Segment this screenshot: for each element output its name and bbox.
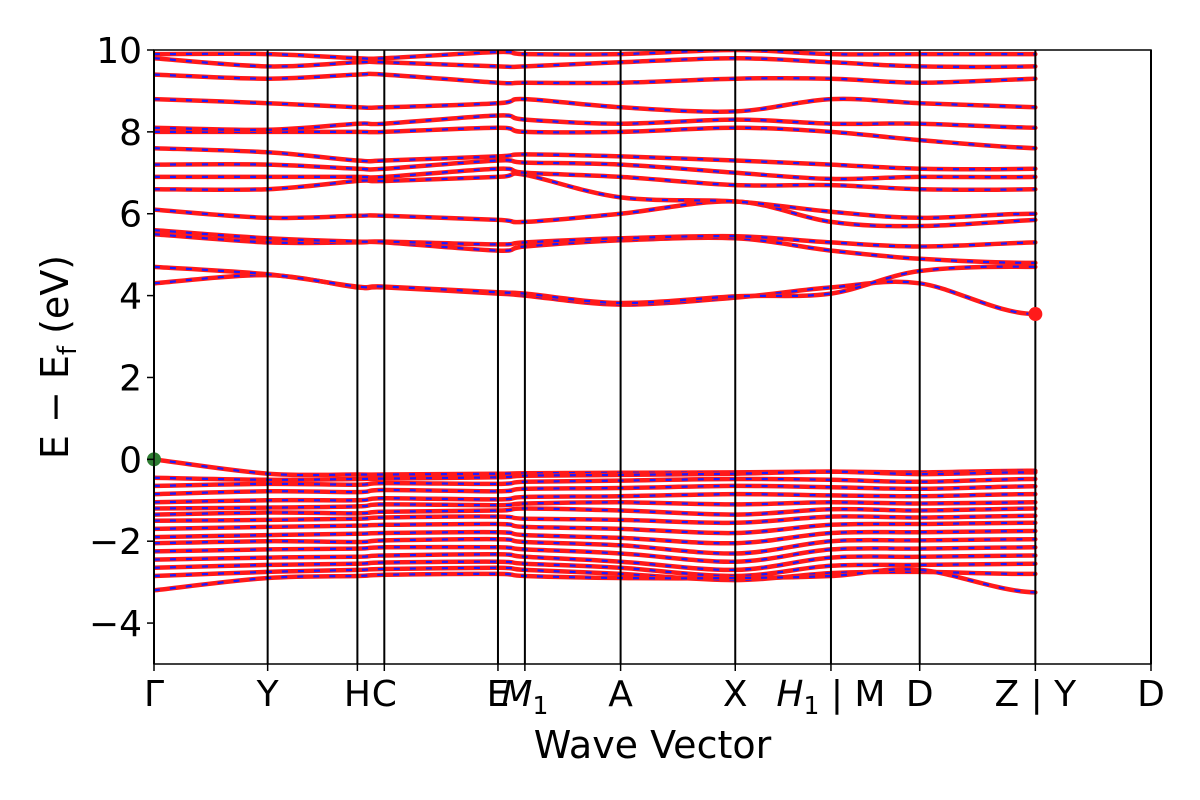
conduction-band-13	[154, 71, 1038, 86]
x-tick-label: D	[1137, 674, 1165, 715]
valence-band-13	[154, 552, 1038, 573]
valence-band-6	[154, 500, 1038, 511]
conduction-band-6	[154, 171, 1038, 221]
y-tick-label: 2	[119, 358, 142, 399]
conduction-band-1-overlay	[154, 273, 1036, 316]
conduction-band-5	[154, 199, 1038, 229]
bands-layer	[154, 50, 1038, 595]
conduction-band-2	[154, 264, 1038, 306]
x-tick-label: Z | Y	[995, 674, 1078, 715]
y-tick-label: 10	[96, 31, 142, 72]
y-tick-label: 0	[119, 440, 142, 481]
valence-band-16	[154, 567, 1038, 595]
conduction-band-15	[154, 50, 1038, 62]
valence-band-7	[154, 506, 1038, 517]
y-tick-label: 8	[119, 113, 142, 154]
x-tick-label: E	[487, 674, 510, 715]
conduction-band-8	[154, 158, 1038, 182]
x-tick-label: H	[344, 674, 371, 715]
y-axis-title: E − Ef (eV)	[33, 255, 83, 459]
x-tick-label: D	[906, 674, 934, 715]
cbm-marker	[1028, 307, 1043, 322]
y-tick-label: 4	[119, 277, 142, 318]
conduction-band-9	[154, 145, 1038, 172]
x-tick-label: C	[372, 674, 397, 715]
valence-band-4	[154, 483, 1038, 497]
y-tick-label: −4	[89, 604, 142, 645]
x-tick-label: M1	[501, 674, 548, 720]
conduction-band-11	[154, 113, 1038, 133]
x-tick-label: Y	[256, 674, 280, 715]
valence-band-14	[154, 559, 1038, 579]
conduction-band-14	[154, 55, 1038, 70]
conduction-band-5-overlay	[154, 200, 1036, 228]
conduction-band-7	[154, 166, 1038, 192]
conduction-band-4	[154, 227, 1038, 249]
x-tick-label: A	[608, 674, 633, 715]
conduction-band-10	[154, 125, 1038, 151]
y-axis: −4 −2 0 2 4 6 8 10	[89, 31, 154, 645]
conduction-band-6-overlay	[154, 172, 1036, 219]
x-axis: Γ Y H C EM1 A X H1 | M D Z | Y D	[144, 664, 1165, 720]
valence-band-3	[154, 476, 1038, 489]
valence-band-12	[154, 544, 1038, 564]
plot-frame	[153, 49, 1152, 665]
valence-band-5	[154, 491, 1038, 505]
valence-band-9	[154, 520, 1038, 536]
valence-band-8	[154, 513, 1038, 526]
x-axis-title: Wave Vector	[534, 723, 772, 767]
valence-band-2	[154, 469, 1038, 483]
markers-layer	[147, 307, 1043, 467]
y-tick-label: 6	[119, 195, 142, 236]
x-tick-label: X	[723, 674, 748, 715]
y-tick-label: −2	[89, 522, 142, 563]
valence-band-10	[154, 528, 1038, 546]
conduction-band-12	[154, 96, 1038, 114]
x-tick-label: Γ	[144, 674, 164, 715]
x-tick-label: H1 | M	[776, 674, 885, 720]
valence-band-11	[154, 536, 1038, 556]
